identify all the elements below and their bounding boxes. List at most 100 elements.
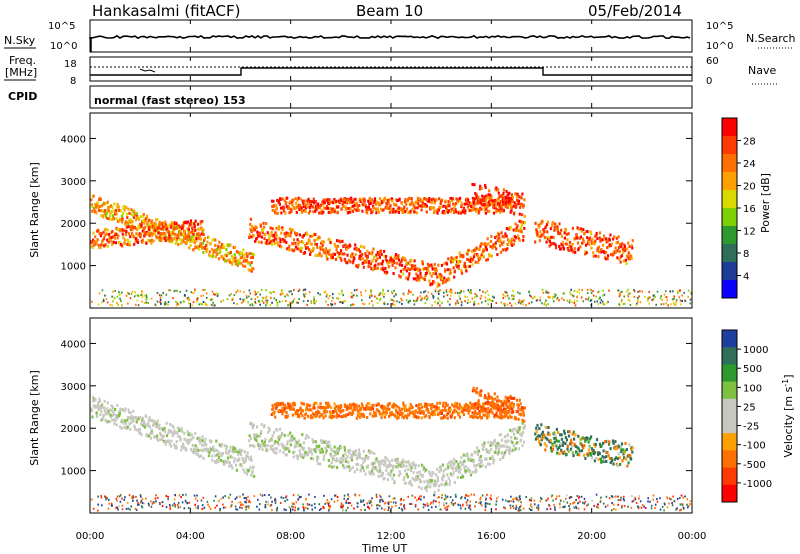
power-data-point (190, 236, 193, 240)
power-noise-point (351, 303, 354, 306)
vel-noise-point (308, 503, 311, 506)
vel-noise-point (623, 505, 626, 508)
power-data-point (336, 205, 339, 209)
vel-data-point (91, 395, 95, 399)
vel-noise-point (583, 508, 586, 511)
vel-noise-point (145, 497, 147, 500)
power-data-point (318, 251, 321, 255)
vel-noise-point (104, 495, 106, 498)
power-data-point (288, 227, 291, 231)
vel-data-point (195, 452, 198, 456)
power-data-point (249, 227, 252, 231)
vel-noise-point (196, 499, 199, 502)
power-noise-point (260, 289, 263, 292)
vel-noise-point (620, 506, 623, 509)
power-data-point (433, 209, 436, 213)
vel-noise-point (531, 506, 533, 509)
vel-noise-point (539, 500, 542, 503)
vel-data-point (331, 465, 334, 469)
vel-noise-point (294, 506, 297, 509)
vel-data-point (456, 476, 459, 479)
power-data-point (490, 195, 493, 199)
vel-data-point (473, 464, 476, 468)
power-data-point (242, 259, 245, 263)
power-noise-point (330, 303, 332, 305)
vel-data-point (284, 403, 287, 407)
power-data-point (313, 239, 316, 242)
power-data-point (243, 257, 246, 261)
vel-data-point (343, 414, 346, 418)
power-data-point (387, 201, 390, 205)
power-data-point (108, 205, 111, 209)
power-data-point (249, 217, 253, 221)
power-data-point (239, 256, 242, 260)
power-data-point (554, 243, 557, 247)
vel-noise-point (516, 498, 518, 501)
power-noise-point (638, 295, 640, 298)
power-data-point (185, 221, 188, 225)
vel-data-point (514, 442, 517, 446)
vel-noise-point (548, 504, 551, 507)
vel-noise-point (410, 503, 413, 505)
power-noise-point (250, 298, 253, 300)
power-data-point (356, 206, 359, 210)
vel-data-point (228, 464, 231, 468)
power-data-point (630, 257, 633, 260)
vel-noise-point (551, 494, 554, 497)
vel-data-point (277, 442, 280, 446)
power-noise-point (105, 298, 108, 301)
vel-data-point (128, 422, 131, 426)
power-data-point (414, 277, 417, 281)
vel-noise-point (641, 504, 644, 506)
power-noise-point (242, 300, 245, 303)
vel-data-point (380, 462, 383, 465)
vel-data-point (282, 403, 285, 407)
power-data-point (197, 231, 200, 235)
vel-noise-point (631, 500, 634, 503)
vel-data-point (380, 474, 383, 478)
power-data-point (419, 271, 422, 275)
power-data-point (469, 256, 472, 260)
power-noise-point (215, 292, 218, 295)
power-data-point (431, 200, 434, 204)
vel-data-point (175, 444, 178, 448)
power-data-point (243, 253, 246, 257)
power-data-point (391, 197, 394, 201)
power-data-point (188, 246, 191, 250)
power-data-point (136, 241, 140, 244)
vel-noise-point (565, 497, 567, 500)
vel-data-point (264, 444, 268, 448)
vel-noise-point (379, 499, 381, 502)
power-data-point (598, 250, 601, 254)
power-data-point (356, 204, 359, 208)
power-data-point (136, 228, 139, 232)
power-data-point (613, 235, 616, 239)
vel-data-point (296, 457, 299, 461)
power-data-point (458, 198, 461, 202)
power-data-point (441, 198, 444, 202)
power-noise-point (141, 296, 144, 299)
vel-noise-point (671, 502, 673, 504)
vel-data-point (319, 448, 322, 452)
vel-noise-point (116, 495, 119, 498)
vel-noise-point (360, 509, 362, 511)
power-data-point (586, 236, 589, 240)
vel-data-point (319, 462, 322, 466)
vel-data-point (275, 451, 278, 455)
power-noise-point (619, 291, 621, 294)
vel-noise-point (292, 494, 295, 497)
vel-noise-point (505, 499, 507, 502)
power-noise-point (547, 303, 549, 306)
power-data-point (272, 239, 275, 242)
vel-data-point (180, 427, 183, 431)
vel-data-point (171, 434, 174, 438)
vel-data-point (302, 456, 305, 460)
power-data-point (615, 241, 618, 245)
nsearch-tick-top: 10^5 (706, 21, 733, 32)
power-data-point (98, 205, 102, 208)
vel-data-point (322, 416, 325, 420)
power-noise-point (416, 298, 419, 301)
power-data-point (177, 226, 180, 230)
power-noise-point (628, 292, 630, 295)
